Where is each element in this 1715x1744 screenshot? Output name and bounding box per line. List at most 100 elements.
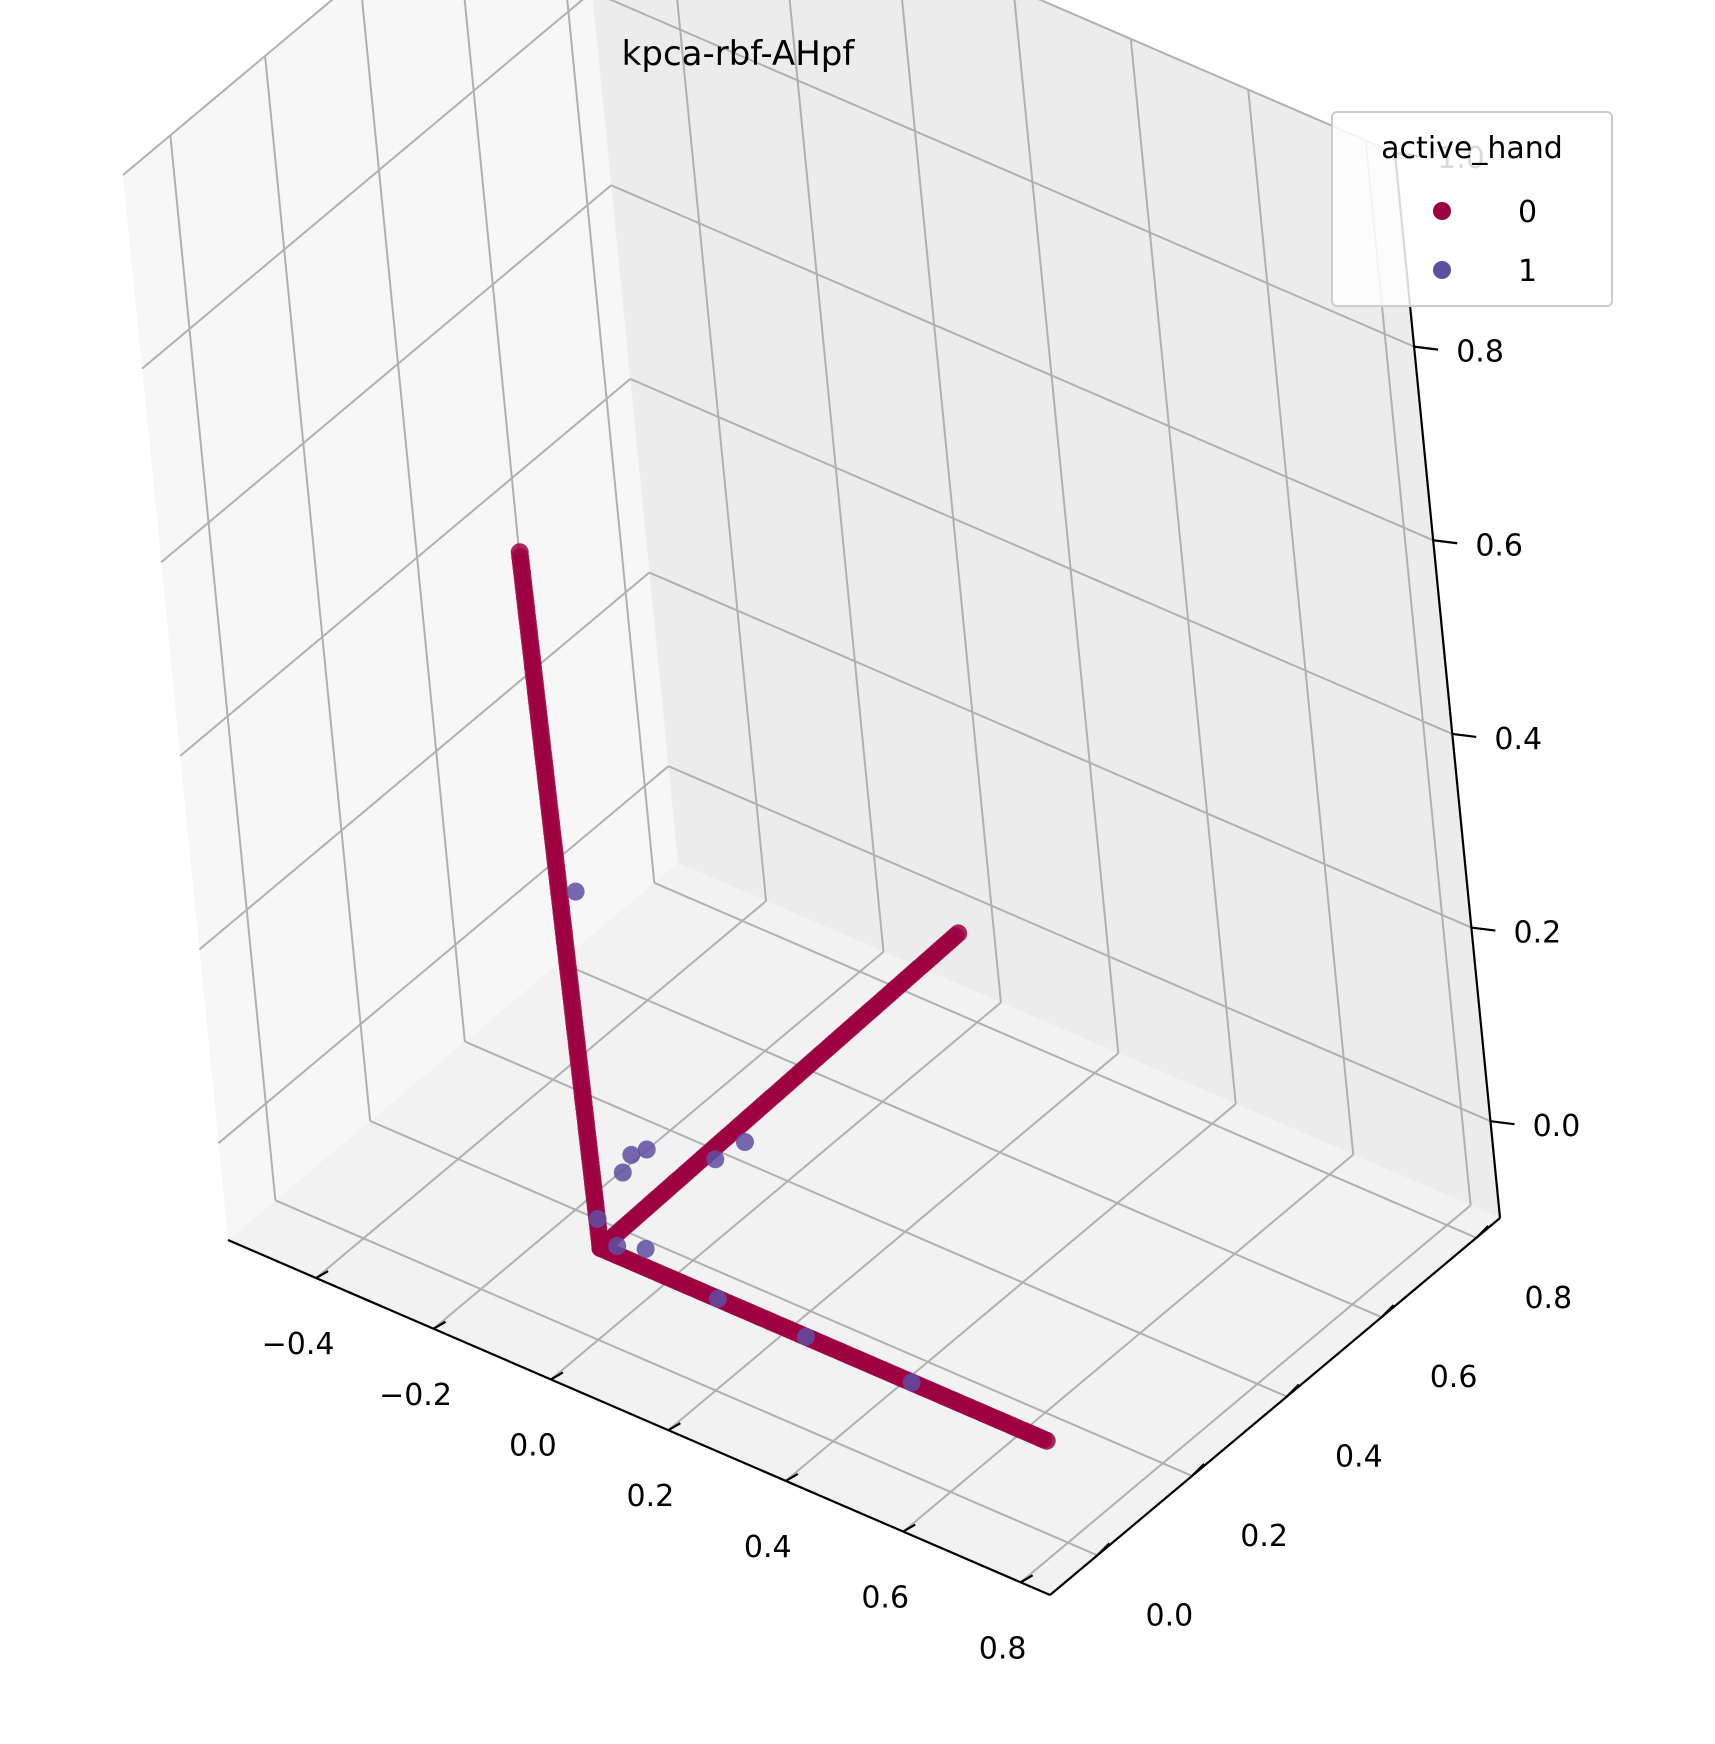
legend-label-1: 1 xyxy=(1518,254,1537,289)
z-grid-back-0 xyxy=(668,765,1491,1123)
z-grid-left-1 xyxy=(198,571,651,951)
y-tick-label-0: 0.0 xyxy=(1146,1598,1194,1633)
z-tick-label-3: 0.6 xyxy=(1475,528,1523,563)
z-tick-2 xyxy=(1452,732,1477,739)
x-grid-floor-5 xyxy=(902,1153,1354,1533)
z-tick-label-2: 0.4 xyxy=(1494,722,1542,757)
z-grid-back-2 xyxy=(629,377,1453,735)
x-grid-floor-4 xyxy=(785,1103,1237,1482)
y-tick-2 xyxy=(1286,1383,1300,1398)
x-grid-floor-3 xyxy=(667,1052,1119,1431)
y-grid-floor-0 xyxy=(274,1199,1098,1557)
point-1-1 xyxy=(622,1145,641,1164)
x-tick-label-2: 0.0 xyxy=(509,1428,557,1463)
x-grid-floor-0 xyxy=(315,900,767,1279)
z-grid-back-3 xyxy=(610,184,1434,542)
z-tick-3 xyxy=(1433,539,1458,545)
x-tick-4 xyxy=(785,1472,799,1482)
x-tick-2 xyxy=(550,1371,564,1381)
z-grid-back-1 xyxy=(648,571,1472,929)
y-grid-floor-2 xyxy=(464,1040,1288,1398)
legend-marker-1 xyxy=(1433,261,1451,279)
z-grid-left-2 xyxy=(179,378,631,757)
x-grid-floor-2 xyxy=(550,1001,1002,1381)
x-grid-back-6 xyxy=(1364,140,1472,1206)
x-tick-0 xyxy=(315,1270,329,1279)
z-tick-label-0: 0.0 xyxy=(1533,1109,1581,1144)
chart-title: kpca-rbf-AHpf xyxy=(622,34,856,74)
z-grid-back-4 xyxy=(608,0,1415,348)
x-tick-label-4: 0.4 xyxy=(744,1530,792,1565)
point-1-11 xyxy=(608,1237,627,1255)
y-axis-line xyxy=(1049,1217,1501,1596)
x-tick-label-6: 0.8 xyxy=(979,1631,1027,1666)
y-grid-left-1 xyxy=(264,55,372,1122)
x-grid-back-0 xyxy=(676,0,768,902)
y-tick-label-2: 0.4 xyxy=(1335,1440,1383,1475)
legend-frame xyxy=(1331,111,1613,307)
x-grid-back-4 xyxy=(1129,38,1237,1104)
point-1-5 xyxy=(735,1133,754,1151)
x-tick-1 xyxy=(432,1320,447,1330)
y-grid-floor-1 xyxy=(369,1120,1193,1477)
y-grid-floor-4 xyxy=(653,881,1477,1239)
x-tick-label-3: 0.2 xyxy=(626,1479,674,1514)
x-grid-floor-1 xyxy=(432,950,885,1330)
y-grid-floor-3 xyxy=(559,961,1382,1319)
z-tick-label-4: 0.8 xyxy=(1456,335,1504,370)
z-grid-left-0 xyxy=(217,765,670,1144)
y-tick-label-3: 0.6 xyxy=(1430,1360,1478,1395)
y-tick-0 xyxy=(1096,1542,1111,1557)
legend-label-0: 0 xyxy=(1518,195,1537,230)
z-tick-4 xyxy=(1413,345,1439,351)
scatter-points xyxy=(510,543,1056,1450)
x-axis-line xyxy=(227,1238,1051,1597)
x-grid-back-3 xyxy=(1013,0,1120,1054)
legend: active_hand 0 1 xyxy=(1331,111,1613,307)
y-grid-left-2 xyxy=(361,0,466,1042)
floor-pane xyxy=(228,863,1500,1595)
y-tick-label-4: 0.8 xyxy=(1524,1281,1572,1316)
x-tick-label-0: −0.4 xyxy=(262,1327,335,1362)
y-grid-left-0 xyxy=(169,135,277,1201)
gridlines xyxy=(122,0,1491,1584)
x-tick-label-1: −0.2 xyxy=(379,1378,452,1413)
legend-marker-0 xyxy=(1433,202,1451,220)
left-pane xyxy=(123,0,678,1240)
x-grid-back-5 xyxy=(1247,89,1355,1155)
z-grid-left-3 xyxy=(160,184,612,564)
x-tick-label-5: 0.6 xyxy=(861,1581,909,1616)
y-grid-left-4 xyxy=(566,0,656,883)
point-1-8 xyxy=(797,1327,815,1346)
y-tick-4 xyxy=(1475,1225,1490,1239)
point-1-6 xyxy=(636,1240,655,1258)
point-1-10 xyxy=(588,1210,607,1228)
x-tick-6 xyxy=(1020,1574,1034,1584)
point-1-4 xyxy=(706,1150,725,1169)
x-grid-floor-6 xyxy=(1020,1204,1472,1584)
z-grid-back-5 xyxy=(1038,0,1396,154)
legend-title: active_hand xyxy=(1381,131,1563,166)
y-tick-3 xyxy=(1380,1304,1395,1318)
z-axis-line xyxy=(1393,152,1502,1219)
y-tick-1 xyxy=(1191,1463,1205,1477)
x-tick-3 xyxy=(667,1422,681,1432)
z-grid-left-4 xyxy=(141,0,584,370)
axis-lines: −0.4 −0.2 0.0 0.2 0.4 0.6 0.8 0.0 0.2 0.4 0.6 0.8 0.… xyxy=(227,141,1581,1666)
point-1-2 xyxy=(637,1140,656,1159)
z-tick-label-1: 0.2 xyxy=(1514,916,1562,951)
x-grid-back-2 xyxy=(901,0,1002,1003)
z-grid-left-5 xyxy=(122,0,334,176)
point-1-9 xyxy=(902,1373,921,1392)
point-0-arm2-139 xyxy=(1037,1431,1056,1450)
point-1-0 xyxy=(613,1163,632,1182)
z-tick-1 xyxy=(1471,926,1496,932)
x-grid-back-1 xyxy=(788,0,885,952)
point-1-3 xyxy=(566,882,585,901)
y-tick-label-1: 0.2 xyxy=(1240,1519,1288,1554)
x-tick-5 xyxy=(902,1523,916,1533)
z-tick-0 xyxy=(1490,1120,1515,1126)
point-1-7 xyxy=(708,1289,727,1308)
